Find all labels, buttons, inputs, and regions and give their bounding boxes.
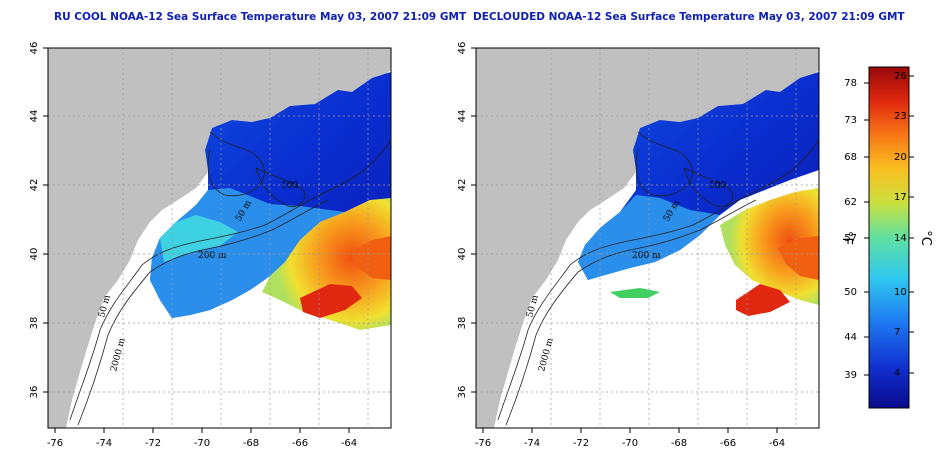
longitude-tick-label: -74 <box>96 438 112 449</box>
celsius-tick-label: 17 <box>894 192 907 203</box>
celsius-tick-label: 10 <box>894 287 907 298</box>
longitude-tick-label: -70 <box>194 438 210 449</box>
celsius-tick-label: 20 <box>894 152 907 163</box>
right-contour-label-200m: 200 m <box>632 251 661 261</box>
longitude-tick-label: -66 <box>292 438 308 449</box>
left-warm-eddy <box>350 236 391 280</box>
colorbar-fahrenheit-ticks: 78 73 68 62 57 50 44 39 <box>844 78 869 381</box>
latitude-tick-label: 40 <box>29 248 40 261</box>
right-grid-lines <box>476 48 819 428</box>
left-slope-water <box>160 215 238 262</box>
longitude-tick-label: -68 <box>243 438 259 449</box>
right-contour-label-100m: 100 <box>709 181 726 191</box>
longitude-tick-label: -68 <box>671 438 687 449</box>
left-grid-lines <box>48 48 391 428</box>
longitude-tick-label: -76 <box>47 438 63 449</box>
left-contour-label-100m: 100 <box>281 181 298 191</box>
longitude-tick-label: -76 <box>475 438 491 449</box>
left-latitude-axis: 46 44 42 40 38 36 <box>29 42 48 399</box>
right-bathymetry-contours <box>497 131 820 426</box>
right-map-title: DECLOUDED NOAA-12 Sea Surface Temperatur… <box>473 11 905 23</box>
latitude-tick-label: 38 <box>457 317 468 330</box>
latitude-tick-label: 36 <box>29 386 40 399</box>
right-cloudfree-patch <box>610 288 660 298</box>
celsius-unit-label: °C <box>918 230 933 246</box>
left-contour-label-200m: 200 m <box>198 251 227 261</box>
fahrenheit-unit-label: °F <box>839 231 854 245</box>
right-shelf-water <box>578 195 720 280</box>
right-warm-core <box>736 284 790 316</box>
colorbar: 78 73 68 62 57 50 44 39 26 23 20 17 14 10 7 4 °F °C <box>839 66 933 409</box>
left-longitude-axis: -76 -74 -72 -70 -68 -66 -64 <box>47 428 357 449</box>
longitude-tick-label: -72 <box>573 438 589 449</box>
latitude-tick-label: 40 <box>457 248 468 261</box>
latitude-tick-label: 36 <box>457 386 468 399</box>
right-map-panel: 100 50 m 200 m 50 m 2000 m 464442403836 … <box>457 42 820 449</box>
left-bathymetry-contours <box>69 131 392 426</box>
right-longitude-axis: -76 -74 -72 -70 -68 -66 -64 <box>475 428 785 449</box>
celsius-tick-label: 14 <box>894 233 907 244</box>
latitude-tick-label: 38 <box>29 317 40 330</box>
latitude-tick-label: 44 <box>29 110 40 123</box>
latitude-tick-label: 44 <box>457 110 468 123</box>
latitude-tick-label: 46 <box>29 42 40 55</box>
left-map-title: RU COOL NOAA-12 Sea Surface Temperature … <box>54 11 467 23</box>
colorbar-celsius-ticks: 26 23 20 17 14 10 7 4 <box>894 71 914 379</box>
left-warm-core <box>300 284 362 318</box>
fahrenheit-tick-label: 39 <box>844 370 857 381</box>
celsius-tick-label: 7 <box>894 327 900 338</box>
left-map-frame <box>47 47 392 429</box>
fahrenheit-tick-label: 78 <box>844 78 857 89</box>
celsius-tick-label: 23 <box>894 111 907 122</box>
fahrenheit-tick-label: 68 <box>844 152 857 163</box>
left-land-nova-scotia <box>310 55 391 100</box>
fahrenheit-tick-label: 73 <box>844 115 857 126</box>
celsius-tick-label: 26 <box>894 71 907 82</box>
longitude-tick-label: -64 <box>769 438 785 449</box>
latitude-tick-label: 42 <box>457 179 468 192</box>
right-warm-eddy <box>778 236 819 280</box>
fahrenheit-tick-label: 57 <box>844 233 857 244</box>
fahrenheit-tick-label: 62 <box>844 197 857 208</box>
left-land-mainland <box>48 48 391 428</box>
right-gulf-stream-warm <box>720 188 819 305</box>
longitude-tick-label: -64 <box>341 438 357 449</box>
longitude-tick-label: -66 <box>720 438 736 449</box>
right-land-nova-scotia <box>738 55 819 100</box>
fahrenheit-tick-label: 44 <box>844 332 857 343</box>
right-land-mainland <box>476 48 819 428</box>
right-latitude-axis: 46 44 42 40 38 36 <box>457 42 476 399</box>
longitude-tick-label: -74 <box>524 438 540 449</box>
celsius-tick-label: 4 <box>894 368 900 379</box>
longitude-tick-label: -72 <box>145 438 161 449</box>
right-map-frame <box>475 47 820 429</box>
longitude-tick-label: -70 <box>622 438 638 449</box>
colorbar-gradient <box>868 66 910 409</box>
latitude-tick-label: 46 <box>457 42 468 55</box>
fahrenheit-tick-label: 50 <box>844 287 857 298</box>
latitude-tick-label: 42 <box>29 179 40 192</box>
